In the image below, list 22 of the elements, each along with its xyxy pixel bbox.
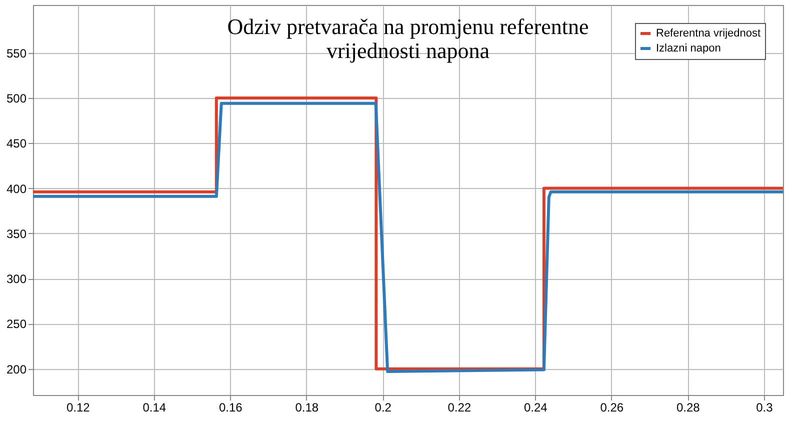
text: Odziv pretvarača na promjenu referentne [227, 14, 589, 39]
y-tick-label: 400 [6, 182, 27, 196]
y-tick-label: 200 [6, 362, 27, 376]
y-tick-label: 550 [6, 46, 27, 60]
x-tick-label: 0.2 [374, 400, 392, 414]
y-tick-label: 450 [6, 136, 27, 151]
x-tick-label: 0.26 [600, 400, 624, 414]
x-tick-label: 0.24 [524, 400, 548, 414]
x-tick-label: 0.16 [218, 400, 243, 414]
y-tick-label: 300 [6, 272, 27, 286]
x-tick-label: 0.3 [756, 400, 774, 414]
x-tick-label: 0.18 [295, 400, 319, 414]
legend-label: Izlazni napon [656, 42, 721, 54]
text: vrijednosti napona [326, 38, 490, 63]
x-tick-label: 0.28 [676, 400, 700, 414]
legend-label: Referentna vrijednost [656, 28, 761, 40]
y-tick-label: 350 [6, 226, 27, 241]
x-tick-label: 0.12 [66, 400, 90, 414]
y-tick-label: 250 [6, 317, 27, 332]
y-tick-label: 500 [6, 91, 27, 106]
x-tick-label: 0.14 [142, 400, 166, 414]
x-tick-label: 0.22 [448, 400, 472, 414]
